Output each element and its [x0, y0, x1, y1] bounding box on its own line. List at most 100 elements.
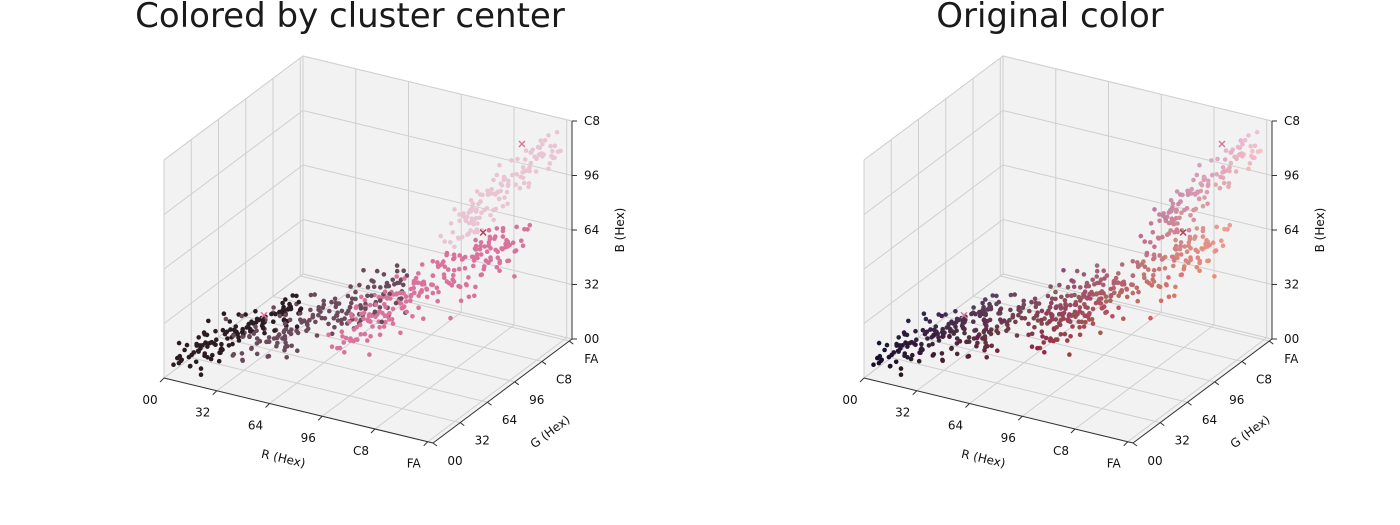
- data-point: [231, 327, 237, 333]
- data-point: [1250, 155, 1256, 161]
- data-point: [430, 282, 436, 288]
- chart-title: Colored by cluster center: [135, 0, 565, 36]
- data-point: [896, 335, 901, 340]
- data-point: [474, 207, 480, 213]
- data-point: [1209, 158, 1214, 163]
- data-point: [1194, 265, 1200, 270]
- grid-line: [302, 55, 573, 122]
- data-point: [381, 324, 387, 329]
- data-point: [921, 311, 927, 317]
- data-point: [1185, 188, 1190, 194]
- data-point: [271, 305, 276, 310]
- data-point: [397, 300, 403, 306]
- z-tick-label: 96: [584, 169, 599, 183]
- data-point: [251, 331, 257, 336]
- grid-line: [1002, 273, 1273, 340]
- data-point: [1217, 185, 1223, 191]
- data-point: [1029, 344, 1035, 350]
- data-point: [1200, 203, 1206, 209]
- data-point: [434, 285, 440, 291]
- plot-area: 00 32 64 96 C8 FA 00 32 64 96 C8 FA 00 32 64 96 C8 R (Hex…: [842, 55, 1327, 471]
- data-point: [201, 330, 207, 335]
- data-point: [436, 289, 441, 295]
- data-point: [195, 348, 201, 354]
- data-point: [394, 263, 400, 268]
- data-point: [1069, 293, 1074, 299]
- z-tick-label: C8: [1284, 114, 1300, 128]
- data-point: [345, 293, 351, 299]
- data-point: [1141, 272, 1147, 277]
- data-point: [285, 343, 290, 349]
- data-point: [918, 350, 923, 356]
- data-point: [1039, 321, 1044, 326]
- data-point: [936, 338, 942, 343]
- data-point: [1203, 241, 1208, 247]
- data-point: [1044, 311, 1049, 316]
- data-point: [358, 303, 363, 308]
- data-point: [1213, 248, 1219, 253]
- data-point: [216, 358, 222, 364]
- data-point: [1228, 160, 1234, 166]
- data-point: [1150, 277, 1155, 282]
- x-tick-label: C8: [353, 444, 369, 458]
- data-point: [339, 329, 345, 335]
- grid-line: [163, 219, 304, 324]
- data-point: [990, 293, 995, 298]
- data-point: [522, 157, 528, 162]
- data-point: [1099, 296, 1104, 301]
- data-point: [225, 336, 230, 341]
- data-point: [298, 317, 303, 323]
- data-point: [287, 317, 293, 323]
- data-point: [486, 227, 492, 233]
- data-point: [450, 277, 456, 282]
- data-point: [240, 358, 245, 364]
- data-point: [984, 355, 989, 360]
- data-point: [1169, 216, 1175, 221]
- data-point: [282, 347, 287, 353]
- data-point: [1222, 157, 1228, 162]
- data-point: [913, 342, 918, 348]
- data-point: [355, 337, 360, 343]
- data-point: [231, 333, 236, 338]
- data-point: [930, 341, 935, 347]
- data-point: [377, 305, 383, 310]
- data-point: [457, 253, 463, 258]
- data-point: [388, 296, 393, 301]
- data-point: [997, 307, 1003, 313]
- data-point: [416, 293, 422, 299]
- data-point: [971, 319, 976, 325]
- data-point: [996, 299, 1002, 305]
- data-point: [1186, 227, 1192, 233]
- data-point: [1101, 282, 1106, 288]
- data-point: [1001, 318, 1007, 324]
- data-point: [471, 222, 477, 227]
- data-point: [1174, 227, 1180, 232]
- data-point: [1087, 291, 1092, 297]
- data-point: [1090, 292, 1096, 297]
- data-point: [1005, 326, 1011, 332]
- data-point: [931, 333, 936, 338]
- data-point: [519, 238, 524, 243]
- chart-cluster-center: Colored by cluster center 00 32 64 96 C8 FA 00…: [135, 0, 627, 471]
- data-point: [497, 162, 502, 168]
- data-point: [994, 293, 999, 299]
- data-point: [442, 275, 447, 281]
- data-point: [906, 318, 911, 324]
- data-point: [1033, 300, 1039, 306]
- data-point: [1070, 324, 1075, 329]
- x-tick-label: 96: [1001, 431, 1016, 445]
- data-point: [1181, 266, 1187, 272]
- data-point: [495, 189, 500, 195]
- z-tick-label: 64: [1284, 223, 1299, 237]
- data-point: [1197, 268, 1202, 274]
- data-point: [266, 335, 272, 340]
- data-point: [416, 305, 421, 311]
- data-point: [510, 240, 516, 245]
- z-tick-label: 64: [584, 223, 599, 237]
- data-point: [296, 299, 302, 305]
- data-point: [927, 319, 933, 324]
- grid-line: [300, 275, 570, 342]
- data-point: [240, 326, 245, 332]
- grid-line: [302, 110, 573, 176]
- data-point: [1227, 165, 1232, 170]
